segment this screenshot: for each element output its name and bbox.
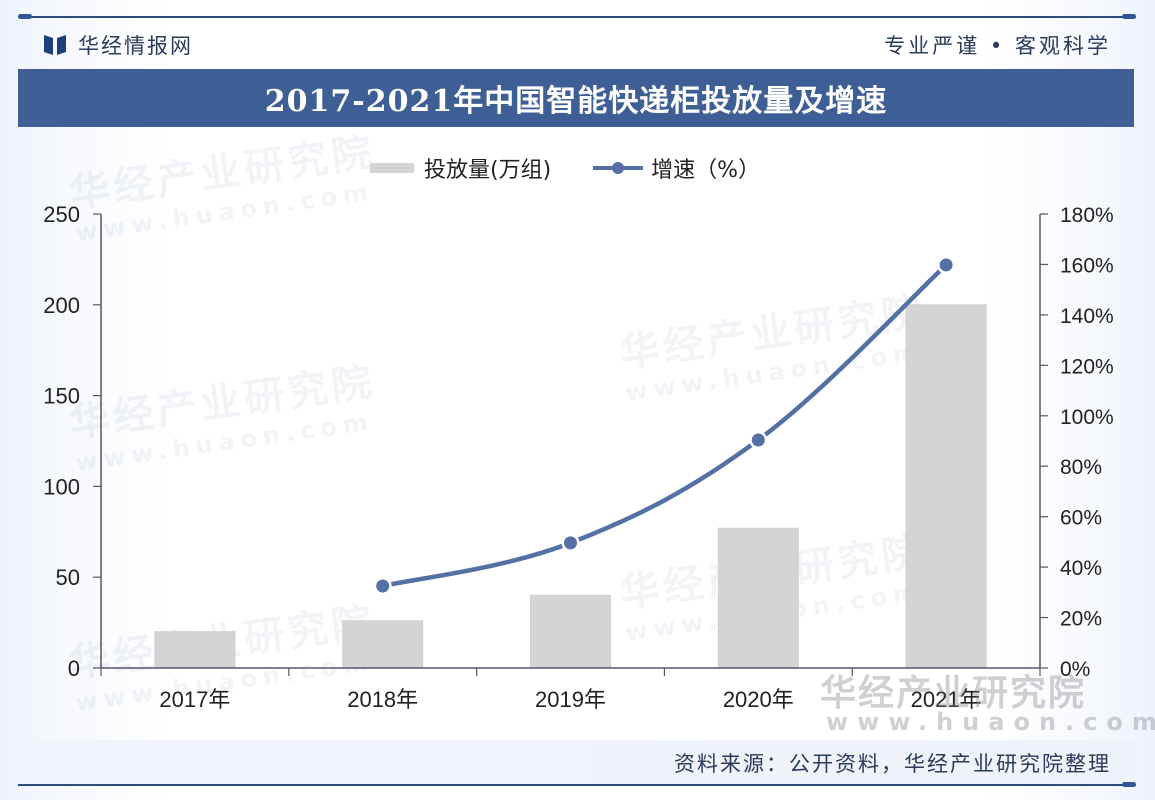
- y-tick-label: 100: [43, 474, 80, 499]
- x-tick-label: 2019年: [535, 687, 606, 712]
- rule-cap: [18, 14, 32, 19]
- rule-cap: [1122, 782, 1136, 787]
- y-tick-label: 50: [56, 565, 80, 590]
- y-tick-label: 150: [43, 384, 80, 409]
- y-axis-left: 0 50 100 150 200 250: [43, 202, 102, 681]
- y-tick-label: 0%: [1060, 658, 1090, 681]
- y-tick-label: 0: [68, 656, 80, 681]
- y-tick-label: 80%: [1060, 456, 1102, 479]
- brand-name: 华经情报网: [78, 34, 193, 58]
- x-tick-label: 2017年: [159, 687, 230, 712]
- data-point: [751, 433, 765, 447]
- corner-watermark: 华经产业研究院: [820, 673, 1087, 714]
- slogan: 专业严谨 • 客观科学: [884, 34, 1111, 58]
- title-bar: 2017-2021年中国智能快递柜投放量及增速: [18, 69, 1134, 127]
- bar: [154, 631, 236, 669]
- legend-line-label: 增速（%）: [651, 158, 761, 183]
- bar: [530, 594, 611, 669]
- y-tick-label: 180%: [1060, 204, 1114, 227]
- data-point: [564, 536, 577, 550]
- x-axis: 2017年 2018年 2019年 2020年 2021年: [100, 667, 1041, 712]
- brand: 华经情报网: [42, 30, 193, 60]
- legend-line-swatch: [593, 162, 644, 174]
- data-point: [376, 579, 390, 593]
- rule-cap: [1122, 14, 1136, 19]
- y-tick-label: 20%: [1060, 608, 1102, 631]
- top-rule: [18, 14, 1136, 19]
- y-tick-label: 100%: [1060, 406, 1114, 429]
- data-point: [939, 258, 953, 272]
- bar: [717, 527, 799, 669]
- legend: 投放量(万组) 增速（%）: [370, 152, 760, 184]
- footer-band: [18, 740, 1134, 784]
- bar: [905, 304, 987, 669]
- y-tick-label: 200: [43, 293, 80, 318]
- y-tick-label: 40%: [1060, 557, 1102, 580]
- line-series: [373, 255, 956, 596]
- y-tick-label: 140%: [1060, 305, 1114, 328]
- y-tick-label: 250: [43, 202, 80, 227]
- bar-series: [154, 304, 987, 669]
- x-tick-label: 2021年: [911, 687, 982, 712]
- bottom-rule: [18, 782, 1136, 787]
- chart-title: 2017-2021年中国智能快递柜投放量及增速: [264, 84, 888, 119]
- y-tick-label: 60%: [1060, 507, 1102, 530]
- y-tick-label: 160%: [1060, 254, 1114, 277]
- legend-bar-swatch: [370, 163, 414, 173]
- corner-watermark-url: www.huaon.com: [826, 708, 1155, 736]
- y-tick-label: 120%: [1060, 355, 1114, 378]
- y-axis-right: 0% 20% 40% 60% 80% 100% 120% 140% 160% 180%: [1039, 204, 1114, 681]
- legend-bar-label: 投放量(万组): [424, 158, 552, 183]
- bar: [342, 620, 424, 669]
- brand-logo-icon: [44, 35, 66, 55]
- x-tick-label: 2020年: [723, 687, 794, 712]
- x-tick-label: 2018年: [347, 687, 418, 712]
- source-note: 资料来源：公开资料，华经产业研究院整理: [674, 752, 1111, 776]
- growth-line: [380, 262, 949, 589]
